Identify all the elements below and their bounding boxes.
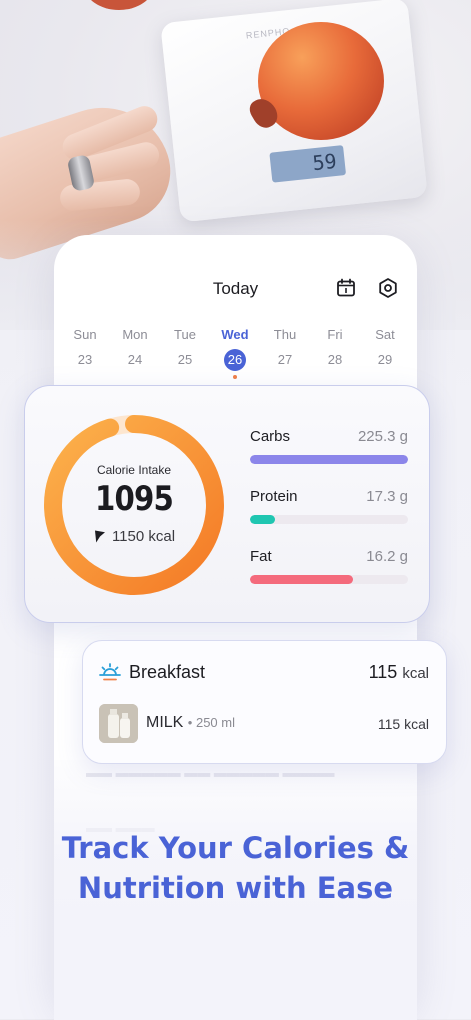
pomegranate: [258, 22, 384, 140]
macro-value: 17.3 g: [366, 488, 408, 505]
macro-bar-fill: [250, 575, 353, 584]
macro-protein: Protein 17.3 g: [250, 488, 408, 524]
day-sun[interactable]: Sun 23: [60, 326, 110, 379]
day-mon[interactable]: Mon 24: [110, 326, 160, 379]
food-item[interactable]: MILK • 250 ml: [146, 714, 235, 732]
macro-name: Protein: [250, 488, 298, 505]
day-fri[interactable]: Fri 28: [310, 326, 360, 379]
day-number: 26: [224, 349, 246, 371]
headline: Track Your Calories & Nutrition with Eas…: [0, 828, 471, 908]
macro-carbs: Carbs 225.3 g: [250, 428, 408, 464]
headline-line-1: Track Your Calories &: [61, 831, 410, 865]
macro-bar: [250, 455, 408, 464]
day-name: Sat: [375, 327, 395, 342]
macro-name: Fat: [250, 548, 272, 565]
day-tue[interactable]: Tue 25: [160, 326, 210, 379]
day-name: Mon: [122, 327, 148, 342]
food-portion: • 250 ml: [187, 715, 235, 730]
meal-title: Breakfast: [129, 662, 206, 682]
food-kcal: 115 kcal: [377, 716, 429, 732]
day-sat[interactable]: Sat 29: [360, 326, 410, 379]
calorie-intake-label: Calorie Intake: [96, 463, 172, 477]
macro-bar-fill: [250, 455, 408, 464]
calendar-icon[interactable]: [334, 276, 358, 300]
headline-line-2: Nutrition with Ease: [77, 871, 394, 905]
milk-bottle-photo: [99, 704, 138, 743]
day-number: 29: [377, 352, 393, 367]
day-thu[interactable]: Thu 27: [260, 326, 310, 379]
calorie-ring-progress: [44, 415, 224, 595]
day-wed[interactable]: Wed 26: [210, 326, 260, 379]
breakfast-card[interactable]: [82, 640, 447, 764]
day-number: 24: [127, 352, 143, 367]
meal-kcal-value: 115: [368, 662, 398, 682]
fruit-shape: [84, 0, 154, 10]
day-name: Tue: [174, 327, 196, 342]
meal-kcal-unit: kcal: [402, 665, 429, 682]
settings-icon[interactable]: [376, 276, 400, 300]
calorie-intake-value: 1095: [95, 479, 174, 519]
flag-icon: [94, 530, 105, 543]
macro-value: 225.3 g: [357, 428, 408, 445]
scale-display: 59: [269, 145, 347, 183]
macro-name: Carbs: [250, 428, 291, 445]
macro-bar-fill: [250, 515, 276, 524]
calorie-ring: [44, 415, 224, 595]
macro-bar: [250, 575, 408, 584]
day-name: Thu: [273, 327, 297, 342]
macro-bar: [250, 515, 408, 524]
macro-value: 16.2 g: [366, 548, 408, 565]
calorie-goal: 1150 kcal: [44, 528, 224, 545]
day-number: 28: [327, 352, 343, 367]
week-strip: Sun 23 Mon 24 Tue 25 Wed 26 Thu 27 Fri 2…: [60, 326, 410, 379]
phone-fade: [54, 760, 417, 1020]
calorie-goal-value: 1150 kcal: [111, 528, 176, 545]
day-name: Fri: [327, 327, 343, 342]
macro-fat: Fat 16.2 g: [250, 548, 408, 584]
day-number: 23: [77, 352, 93, 367]
sunrise-icon: [99, 663, 121, 681]
food-name: MILK: [146, 714, 184, 731]
day-name: Sun: [73, 327, 97, 342]
today-dot: [233, 375, 237, 379]
meal-kcal: 115 kcal: [369, 662, 429, 683]
day-number: 27: [277, 352, 293, 367]
day-name: Wed: [221, 327, 249, 342]
day-number: 25: [177, 352, 193, 367]
page-title: Today: [212, 279, 259, 298]
